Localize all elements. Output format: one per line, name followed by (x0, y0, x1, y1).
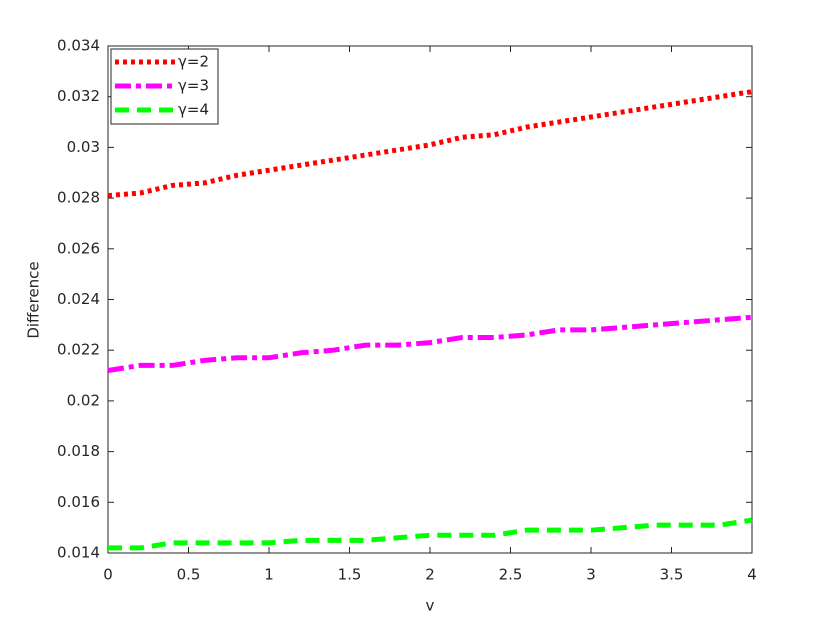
x-tick-label: 0.5 (177, 566, 201, 584)
legend-label: γ=2 (178, 53, 209, 71)
x-tick-label: 4 (747, 566, 757, 584)
y-tick-label: 0.022 (57, 341, 100, 359)
y-tick-label: 0.03 (67, 138, 100, 156)
x-axis-label: v (426, 597, 435, 615)
x-tick-label: 3.5 (660, 566, 684, 584)
legend-label: γ=4 (178, 101, 209, 119)
y-tick-label: 0.016 (57, 493, 100, 511)
x-tick-label: 3 (586, 566, 596, 584)
x-tick-label: 2 (425, 566, 435, 584)
y-tick-label: 0.034 (57, 37, 100, 55)
legend-label: γ=3 (178, 77, 209, 95)
y-tick-label: 0.014 (57, 544, 100, 562)
y-tick-label: 0.02 (67, 391, 100, 409)
y-tick-label: 0.024 (57, 290, 100, 308)
x-tick-label: 0 (103, 566, 113, 584)
x-tick-label: 2.5 (499, 566, 523, 584)
data-line (108, 517, 753, 551)
data-line (107, 89, 753, 199)
y-tick-label: 0.028 (57, 189, 100, 207)
y-tick-label: 0.032 (57, 87, 100, 105)
y-axis-label: Difference (25, 261, 43, 338)
y-tick-label: 0.026 (57, 239, 100, 257)
x-tick-label: 1 (264, 566, 274, 584)
y-tick-label: 0.018 (57, 442, 100, 460)
data-line (107, 314, 753, 373)
x-tick-label: 1.5 (338, 566, 362, 584)
